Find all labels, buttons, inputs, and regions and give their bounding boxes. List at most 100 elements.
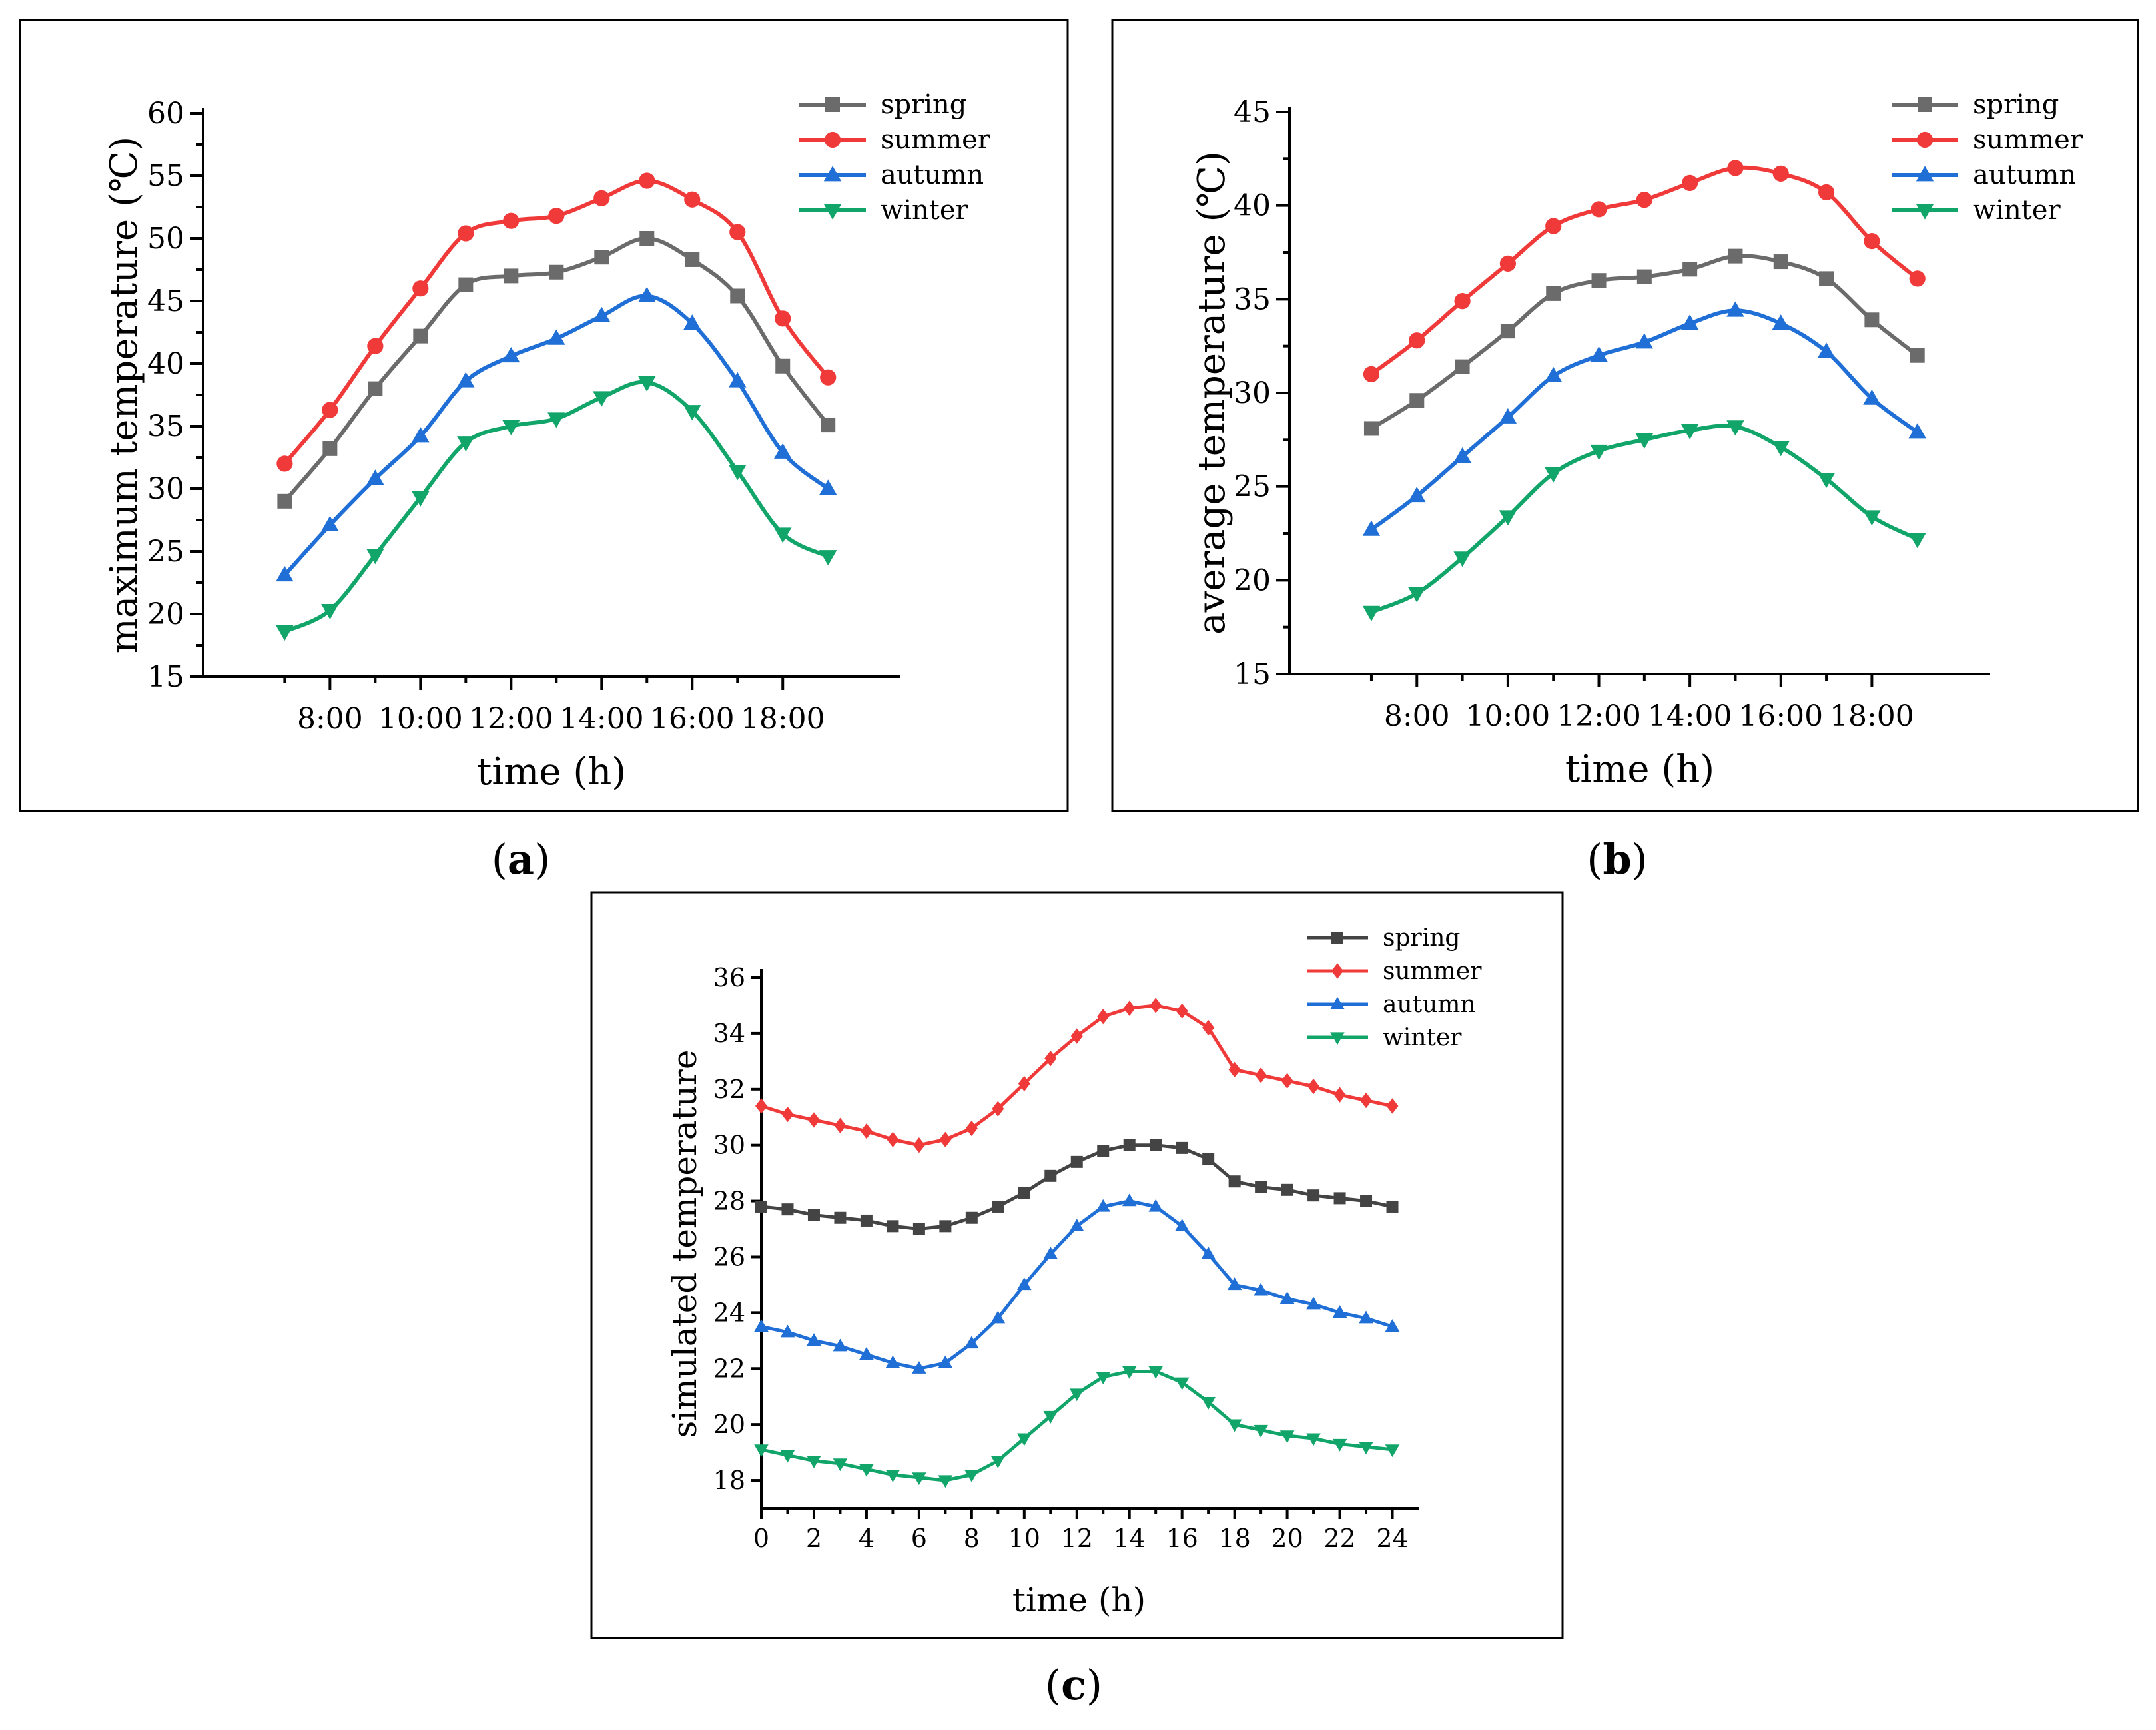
legend-label-winter: winter [1383,1024,1462,1051]
data-point-spring [1591,273,1607,288]
data-point-summer [1255,1067,1267,1083]
legend-marker-autumn [1916,166,1934,182]
legend-label-autumn: autumn [1973,160,2076,190]
y-tick-label: 25 [1234,470,1271,504]
x-tick-label: 8:00 [1384,699,1450,733]
data-point-winter [1817,473,1836,489]
data-point-winter [1408,587,1426,603]
data-point-autumn [819,479,837,495]
data-point-spring [781,1203,794,1216]
legend-label-spring: spring [881,89,966,120]
data-point-autumn [547,329,565,345]
panel-c-frame [590,891,1564,1639]
panel-a-caption: (a) [492,835,551,884]
data-point-autumn [502,346,520,363]
data-point-summer [755,1098,767,1114]
data-point-spring [1546,286,1561,301]
data-point-summer [1070,1028,1083,1044]
data-point-winter [1362,605,1381,621]
x-tick-label: 8:00 [297,702,363,736]
data-point-autumn [1362,520,1381,536]
data-point-summer [860,1123,873,1139]
y-tick-label: 35 [147,410,184,443]
x-tick-label: 14 [1114,1524,1146,1553]
data-point-winter [1908,533,1926,549]
x-tick-label: 18:00 [1830,699,1914,733]
panel-b-frame [1111,19,2139,812]
data-point-spring [1773,254,1788,270]
data-point-spring [322,441,338,456]
data-point-autumn [1635,333,1654,349]
y-tick-label: 20 [147,597,184,631]
x-tick-label: 16:00 [1738,699,1823,733]
data-point-winter [1863,510,1881,526]
data-point-spring [730,288,745,304]
legend-label-summer: summer [881,125,991,155]
data-point-spring [594,250,609,265]
data-point-winter [321,604,339,620]
data-point-autumn [964,1336,979,1349]
y-tick-label: 28 [713,1187,745,1216]
data-point-autumn [859,1347,874,1360]
y-tick-label: 32 [713,1075,745,1104]
data-point-summer [1097,1009,1110,1025]
data-point-spring [1409,393,1425,408]
legend-label-autumn: autumn [1383,991,1476,1018]
data-point-summer [807,1112,820,1128]
data-point-autumn [321,515,339,531]
data-point-autumn [1069,1219,1084,1231]
panel-c-caption-letter: c [1061,1661,1086,1709]
data-point-summer [775,310,791,327]
data-point-spring [504,268,519,284]
data-point-summer [1360,1092,1373,1109]
data-point-autumn [638,286,656,302]
data-point-spring [1500,324,1515,339]
data-point-winter [1772,441,1790,457]
legend-label-spring: spring [1973,89,2059,120]
data-point-spring [992,1200,1004,1213]
x-tick-label: 2 [806,1524,822,1553]
x-tick-label: 10 [1008,1524,1040,1553]
data-point-summer [781,1106,794,1123]
data-point-summer [834,1117,847,1134]
data-point-autumn [1201,1247,1216,1259]
data-point-spring [1044,1169,1057,1182]
data-point-winter [276,625,294,641]
x-tick-label: 8 [964,1524,980,1553]
y-tick-label: 50 [147,222,184,256]
data-point-winter [1499,510,1517,526]
data-point-spring [1819,271,1834,286]
data-point-spring [1333,1192,1346,1205]
data-point-autumn [780,1324,795,1338]
data-point-summer [1202,1019,1215,1036]
x-tick-label: 0 [753,1524,769,1553]
data-point-autumn [1332,1305,1347,1318]
data-point-winter [859,1464,874,1477]
data-point-winter [1254,1424,1268,1438]
legend-label-winter: winter [1973,195,2061,226]
data-point-spring [1202,1153,1215,1165]
data-point-autumn [1122,1193,1137,1207]
data-point-spring [1281,1183,1293,1196]
data-point-winter [593,391,611,407]
legend-marker-summer [824,131,841,148]
data-point-summer [1307,1078,1320,1095]
data-point-summer [1864,233,1880,250]
data-point-spring [1307,1189,1320,1202]
data-point-winter [938,1475,953,1488]
data-point-winter [1122,1366,1137,1379]
data-point-summer [1772,165,1789,182]
y-tick-label: 30 [713,1131,745,1160]
legend-marker-spring [1918,97,1932,112]
data-point-summer [992,1101,1004,1117]
data-point-winter [912,1472,926,1486]
data-point-spring [1255,1181,1267,1193]
data-point-autumn [1817,342,1836,358]
x-axis-title: time (h) [1012,1581,1146,1619]
data-point-winter [1680,424,1699,440]
data-point-winter [1017,1433,1032,1446]
x-tick-label: 14:00 [1648,699,1732,733]
data-point-winter [990,1456,1006,1468]
data-point-spring [1386,1200,1399,1213]
data-point-summer [1333,1087,1346,1103]
